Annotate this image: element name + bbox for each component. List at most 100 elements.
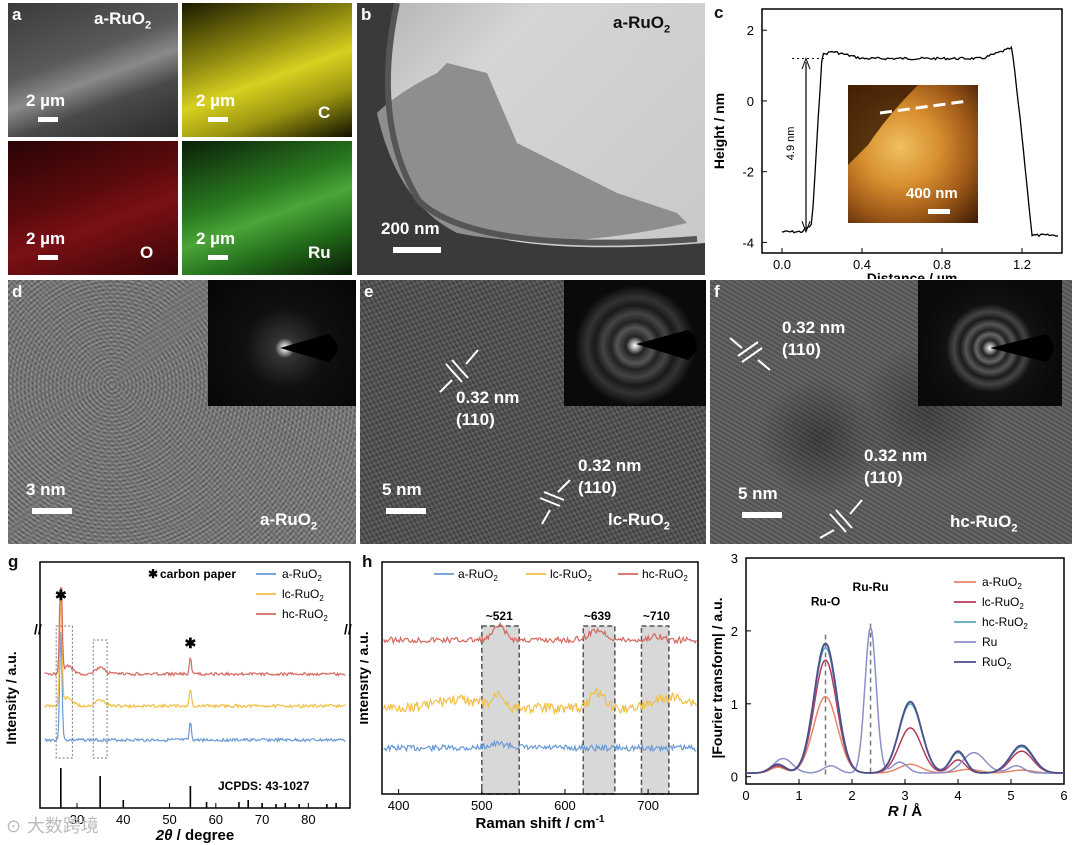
x-tick-label: 0.0 bbox=[773, 257, 791, 272]
x-axis-label: R / Å bbox=[888, 803, 922, 820]
ft-series-line bbox=[746, 642, 1064, 774]
scale-bar bbox=[386, 508, 426, 514]
xrd-plot: 30 40 50 60 70 80 2θ / degree Intensity / a.u. J… bbox=[3, 561, 352, 844]
y-axis-label: Intensity / a.u. bbox=[360, 631, 371, 724]
scale-bar bbox=[208, 255, 228, 260]
y-tick-label: 0 bbox=[731, 770, 738, 785]
peak-label: Ru-Ru bbox=[853, 580, 889, 594]
step-height-label: 4.9 nm bbox=[785, 127, 797, 161]
raman-plot: 400 500 600 700 Raman shift / cm-1 Intensity … bbox=[360, 561, 699, 832]
dotted-highlight-box bbox=[55, 625, 73, 759]
x-tick-label: 0.4 bbox=[853, 257, 871, 272]
lattice-spacing: 0.32 nm bbox=[578, 456, 642, 475]
lattice-plane: (110) bbox=[456, 410, 495, 429]
scale-label: 2 µm bbox=[196, 229, 236, 248]
sample-title: a-RuO2 bbox=[94, 9, 152, 32]
panel-letter: e bbox=[364, 282, 374, 301]
y-tick-label: -4 bbox=[742, 235, 754, 250]
saed-inset bbox=[208, 280, 356, 406]
scale-label: 2 µm bbox=[26, 91, 66, 110]
scale-label: 2 µm bbox=[196, 91, 236, 110]
ru-map-tile bbox=[182, 141, 352, 275]
scale-bar bbox=[208, 117, 228, 122]
panel-c: c 0.0 0.4 0.8 1.2 2 0 -2 -4 Distance / µm Height … bbox=[710, 3, 1076, 279]
scale-label: 3 nm bbox=[26, 480, 66, 499]
scale-label: 5 nm bbox=[738, 484, 778, 503]
y-axis-label: Intensity / a.u. bbox=[3, 651, 19, 744]
plot-frame bbox=[381, 561, 699, 795]
xrd-series-line bbox=[44, 587, 346, 677]
peak-label: ~521 bbox=[486, 609, 513, 623]
axis-break: // bbox=[344, 621, 352, 637]
legend-label: a-RuO2 bbox=[458, 567, 498, 583]
x-tick-label: 1.2 bbox=[1013, 257, 1031, 272]
x-tick-label: 60 bbox=[209, 812, 223, 827]
legend-label: hc-RuO2 bbox=[982, 615, 1028, 631]
x-tick-label: 40 bbox=[116, 812, 130, 827]
panel-h: h 400 500 600 700 Raman shift / cm-1 Intensit… bbox=[360, 548, 710, 845]
lattice-spacing: 0.32 nm bbox=[864, 446, 928, 465]
scale-label: 200 nm bbox=[381, 219, 440, 238]
x-tick-label: 50 bbox=[162, 812, 176, 827]
sem-tile bbox=[8, 3, 178, 137]
legend-label: Ru bbox=[982, 635, 997, 649]
element-label: O bbox=[140, 243, 154, 262]
x-tick-label: 70 bbox=[255, 812, 269, 827]
panel-f: f 0.32 nm (110) 0.32 nm (110) 5 nm hc-Ru… bbox=[710, 280, 1072, 544]
raman-series-line bbox=[383, 687, 697, 715]
panel-letter: b bbox=[361, 5, 372, 24]
y-axis-label: |Fourier transform| / a.u. bbox=[710, 597, 725, 758]
ft-series-line bbox=[746, 625, 1064, 774]
x-axis-label: Raman shift / cm-1 bbox=[476, 814, 605, 832]
y-tick-label: 3 bbox=[731, 551, 738, 566]
x-tick-label: 3 bbox=[901, 788, 908, 803]
lattice-markers bbox=[729, 337, 863, 539]
scale-bar bbox=[38, 117, 58, 122]
y-tick-label: 2 bbox=[747, 23, 754, 38]
panel-letter: g bbox=[8, 552, 19, 571]
ft-series-line bbox=[746, 659, 1064, 774]
x-axis-label: 2θ / degree bbox=[155, 827, 234, 844]
scale-label: 2 µm bbox=[26, 229, 66, 248]
o-map-tile bbox=[8, 141, 178, 275]
scale-bar bbox=[32, 508, 72, 514]
x-tick-label: 30 bbox=[70, 812, 84, 827]
x-tick-label: 600 bbox=[554, 798, 576, 813]
logo-icon: ⊙ bbox=[6, 816, 22, 837]
peak-band bbox=[481, 625, 520, 795]
x-axis-label: Distance / µm bbox=[867, 270, 958, 279]
peak-band bbox=[640, 625, 670, 795]
y-tick-label: 0 bbox=[747, 94, 754, 109]
carbon-star: ✱ bbox=[185, 635, 197, 651]
y-tick-label: 2 bbox=[731, 624, 738, 639]
panel-b: b a-RuO2 200 nm bbox=[357, 3, 705, 275]
element-label: Ru bbox=[308, 243, 331, 262]
x-tick-label: 6 bbox=[1060, 788, 1067, 803]
sample-title: a-RuO2 bbox=[613, 13, 671, 36]
x-tick-label: 500 bbox=[471, 798, 493, 813]
legend-label: hc-RuO2 bbox=[282, 607, 328, 623]
watermark-logo: ⊙ 大数跨境 bbox=[6, 816, 99, 837]
xrd-series-line bbox=[44, 632, 346, 743]
inset-scale-label: 400 nm bbox=[906, 185, 958, 202]
carbon-star: ✱ bbox=[55, 587, 67, 603]
legend-star-marker: ✱ bbox=[148, 567, 158, 581]
x-tick-label: 400 bbox=[388, 798, 410, 813]
legend-label: hc-RuO2 bbox=[642, 567, 688, 583]
arrow-head bbox=[801, 220, 811, 234]
panel-e: e 0.32 nm (110) 0.32 nm (110) 5 nm lc-Ru… bbox=[360, 280, 706, 544]
scale-bar bbox=[742, 512, 782, 518]
legend-label: RuO2 bbox=[982, 655, 1012, 671]
element-label: C bbox=[318, 103, 331, 122]
tem-image bbox=[357, 3, 705, 275]
legend-label: lc-RuO2 bbox=[550, 567, 592, 583]
scale-label: 5 nm bbox=[382, 480, 422, 499]
legend-label: lc-RuO2 bbox=[282, 587, 324, 603]
height-profile-line bbox=[781, 45, 1059, 238]
x-tick-label: 0 bbox=[742, 788, 749, 803]
lattice-plane: (110) bbox=[864, 468, 903, 487]
x-tick-label: 80 bbox=[301, 812, 315, 827]
peak-label: ~710 bbox=[643, 609, 670, 623]
